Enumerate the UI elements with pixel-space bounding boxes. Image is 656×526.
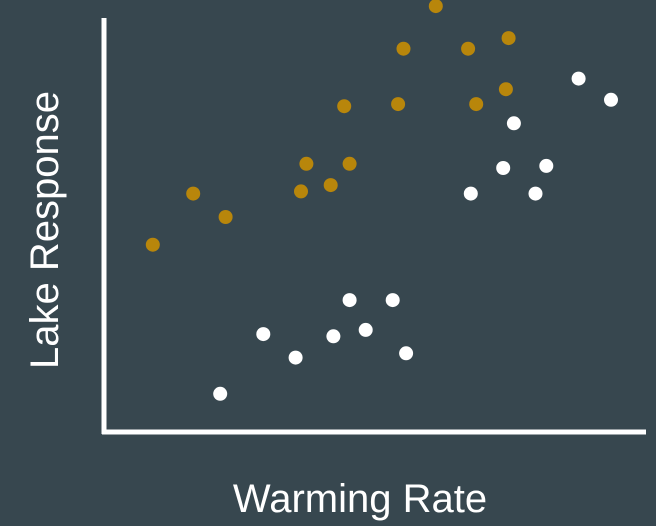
scatter-point-s2-10 — [496, 161, 511, 175]
scatter-point-s2-8 — [399, 346, 414, 361]
scatter-point-s1-2 — [186, 186, 201, 201]
scatter-point-s1-8 — [342, 156, 357, 171]
scatter-point-s2-3 — [288, 350, 303, 365]
scatter-point-s1-5 — [299, 156, 314, 171]
scatter-point-s2-2 — [256, 327, 271, 342]
scatter-point-s2-15 — [604, 92, 618, 107]
scatter-point-s2-11 — [506, 116, 521, 131]
x-axis-label: Warming Rate — [233, 477, 487, 521]
scatter-point-s1-13 — [469, 97, 484, 112]
scatter-point-s1-1 — [145, 237, 160, 252]
scatter-point-s2-5 — [342, 293, 357, 308]
scatter-point-s2-6 — [358, 322, 373, 337]
scatter-point-s1-9 — [391, 97, 406, 112]
scatter-point-s2-4 — [326, 329, 341, 344]
scatter-point-s1-14 — [498, 82, 513, 97]
scatter-point-s2-13 — [539, 158, 554, 173]
scatter-point-s2-14 — [571, 71, 586, 86]
scatter-point-s1-3 — [218, 210, 233, 224]
points-layer — [145, 0, 618, 401]
scatter-point-s2-1 — [213, 386, 228, 401]
scatter-point-s1-4 — [294, 184, 308, 199]
scatter-point-s2-7 — [385, 293, 400, 308]
scatter-point-s1-12 — [461, 41, 476, 56]
scatter-point-s1-7 — [337, 99, 352, 114]
scatter-point-s2-12 — [528, 186, 543, 201]
scatter-point-s1-10 — [396, 41, 411, 56]
scatter-point-s1-15 — [501, 31, 516, 46]
y-axis-label: Lake Response — [23, 91, 67, 369]
scatter-point-s1-6 — [323, 178, 338, 193]
scatter-point-s2-9 — [463, 186, 478, 201]
scatter-point-s1-11 — [428, 0, 443, 14]
